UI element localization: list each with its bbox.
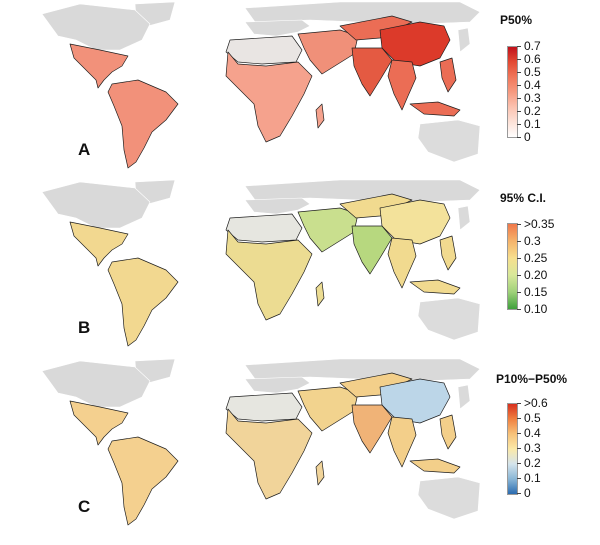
map-p10-minus-p50 xyxy=(41,358,480,526)
panel-letter: B xyxy=(78,318,91,337)
region-china xyxy=(379,378,451,424)
tick-label: 0.4 xyxy=(517,426,541,440)
tick-label: >0.35 xyxy=(516,217,555,231)
region-africa xyxy=(315,460,325,486)
region-china xyxy=(379,21,451,67)
tick-label: 0.6 xyxy=(517,52,541,66)
panel-a: A P50% 0.7 0.6 0.5 0.4 0.3 0.2 0.1 0 xyxy=(0,0,600,170)
region-asia xyxy=(439,414,457,450)
region-asia xyxy=(387,59,417,111)
region-australia xyxy=(417,119,480,163)
region-japan xyxy=(457,27,471,53)
tick-label: 0.5 xyxy=(517,65,541,79)
region-americas xyxy=(107,79,179,169)
region-europe xyxy=(244,376,311,394)
region-asia xyxy=(409,458,461,474)
region-japan xyxy=(457,384,471,410)
tick-label: 0.20 xyxy=(516,268,548,282)
region-sahara xyxy=(225,213,303,243)
region-japan xyxy=(457,205,471,231)
tick-label: 0 xyxy=(517,130,531,144)
region-sahara xyxy=(225,392,303,422)
region-americas xyxy=(107,436,179,526)
region-asia xyxy=(439,235,457,271)
tick-label: 0.7 xyxy=(517,39,541,53)
map-confidence-interval xyxy=(41,179,480,347)
tick-label: 0.3 xyxy=(517,441,541,455)
region-europe xyxy=(244,19,311,37)
region-asia xyxy=(439,57,457,93)
colorbar xyxy=(507,403,518,495)
region-middle-east xyxy=(297,386,359,432)
tick-label: 0.5 xyxy=(517,411,541,425)
region-africa xyxy=(225,51,313,143)
tick-label: 0.1 xyxy=(517,471,541,485)
region-americas xyxy=(69,400,129,446)
region-australia xyxy=(417,297,480,341)
colorbar xyxy=(507,46,518,138)
region-europe xyxy=(244,197,311,215)
region-middle-east xyxy=(297,29,359,75)
tick-label: 0.10 xyxy=(516,302,548,316)
region-india xyxy=(351,225,393,275)
tick-label: 0 xyxy=(517,486,531,500)
region-middle-east xyxy=(297,207,359,253)
region-northam xyxy=(41,360,151,408)
panel-letter: C xyxy=(78,497,91,516)
tick-label: 0.2 xyxy=(517,104,541,118)
region-australia xyxy=(417,476,480,520)
legend-title: P50% xyxy=(500,13,533,27)
tick-label: 0.25 xyxy=(516,251,548,265)
region-africa xyxy=(225,229,313,321)
region-africa xyxy=(315,281,325,307)
legend-title: 95% C.I. xyxy=(500,191,547,205)
region-asia xyxy=(387,237,417,289)
region-india xyxy=(351,47,393,97)
region-northam xyxy=(41,3,151,51)
region-china xyxy=(379,199,451,245)
region-sahara xyxy=(225,35,303,65)
tick-label: >0.6 xyxy=(517,396,548,410)
tick-label: 0.4 xyxy=(517,78,541,92)
panel-c: C P10%−P50% >0.6 0.5 0.4 0.3 0.2 0.1 0 xyxy=(0,357,600,537)
region-northam xyxy=(41,181,151,229)
tick-label: 0.1 xyxy=(517,117,541,131)
panel-letter: A xyxy=(78,140,91,159)
tick-label: 0.3 xyxy=(517,91,541,105)
region-india xyxy=(351,404,393,454)
tick-label: 0.2 xyxy=(517,456,541,470)
region-asia xyxy=(409,101,461,117)
region-americas xyxy=(107,257,179,347)
region-asia xyxy=(409,279,461,295)
region-americas xyxy=(69,43,129,89)
region-americas xyxy=(69,221,129,267)
tick-label: 0.3 xyxy=(517,234,541,248)
colorbar xyxy=(507,223,518,310)
legend-title: P10%−P50% xyxy=(496,372,568,386)
panel-b: B 95% C.I. >0.35 0.3 0.25 0.20 0.15 0.10 xyxy=(0,178,600,348)
region-africa xyxy=(225,408,313,500)
map-p50 xyxy=(41,1,480,169)
tick-label: 0.15 xyxy=(516,285,548,299)
region-asia xyxy=(387,416,417,468)
region-africa xyxy=(315,103,325,129)
